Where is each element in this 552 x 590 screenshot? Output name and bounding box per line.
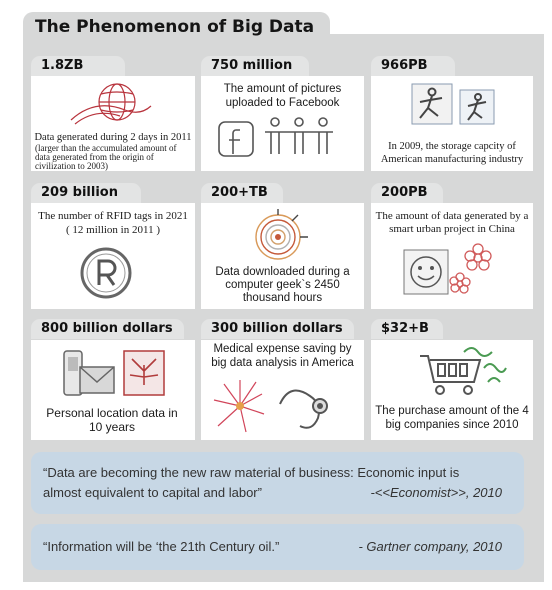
running-figures-icon xyxy=(411,83,495,125)
globe-icon xyxy=(70,83,152,125)
stat-figure-5: 200+TB xyxy=(201,183,283,203)
quote-box-1: “Data are becoming the new raw material … xyxy=(31,452,524,514)
quote-2-line-1: “Information will be ‘the 21th Century o… xyxy=(43,539,280,554)
facebook-people-icon xyxy=(218,117,333,157)
stat-caption-5: Data downloaded during a computer geek`s… xyxy=(215,266,350,304)
stethoscope-icon xyxy=(213,380,328,433)
stat-card-2 xyxy=(201,76,364,171)
stat-card-9 xyxy=(371,340,533,440)
quote-1-line-1: “Data are becoming the new raw material … xyxy=(43,465,460,480)
quote-1-line-2: almost equivalent to capital and labor” xyxy=(43,485,262,500)
stat-card-4 xyxy=(31,203,195,309)
cart-money-icon xyxy=(420,347,507,395)
stat-note-4: ( 12 million in 2011 ) xyxy=(65,224,160,236)
stat-figure-2: 750 million xyxy=(201,56,309,76)
stat-figure-8: 300 billion dollars xyxy=(201,319,354,339)
stat-caption-4: The number of RFID tags in 2021 xyxy=(38,210,188,222)
stat-caption-7: Personal location data in 10 years xyxy=(46,406,178,434)
stat-caption-8: Medical expense saving by big data analy… xyxy=(211,343,354,369)
stat-figure-4: 209 billion xyxy=(31,183,141,203)
phone-mail-icon xyxy=(63,350,165,396)
stat-caption-9: The purchase amount of the 4 big compani… xyxy=(375,405,529,431)
quote-2-source: - Gartner company, 2010 xyxy=(358,539,502,554)
quote-box-2: “Information will be ‘the 21th Century o… xyxy=(31,524,524,570)
stat-figure-1: 1.8ZB xyxy=(31,56,125,76)
page-title: The Phenomenon of Big Data xyxy=(23,12,331,40)
stat-caption-6: The amount of data generated by a smart … xyxy=(375,210,529,235)
stat-figure-3: 966PB xyxy=(371,56,455,76)
smiley-flowers-icon xyxy=(403,243,492,295)
stat-figure-7: 800 billion dollars xyxy=(31,319,184,339)
stat-caption-2: The amount of pictures uploaded to Faceb… xyxy=(223,83,342,109)
disc-icon xyxy=(255,209,308,260)
stat-caption-1: Data generated during 2 days in 2011 xyxy=(34,132,192,143)
stat-figure-6: 200PB xyxy=(371,183,443,203)
stat-note-1: (larger than the accumulated amount of d… xyxy=(35,143,177,171)
stat-caption-3: In 2009, the storage capcity of American… xyxy=(380,141,524,165)
stat-figure-9: $32+B xyxy=(371,319,443,339)
registered-icon xyxy=(80,247,132,299)
quote-1-source: -<<Economist>>, 2010 xyxy=(370,485,502,500)
